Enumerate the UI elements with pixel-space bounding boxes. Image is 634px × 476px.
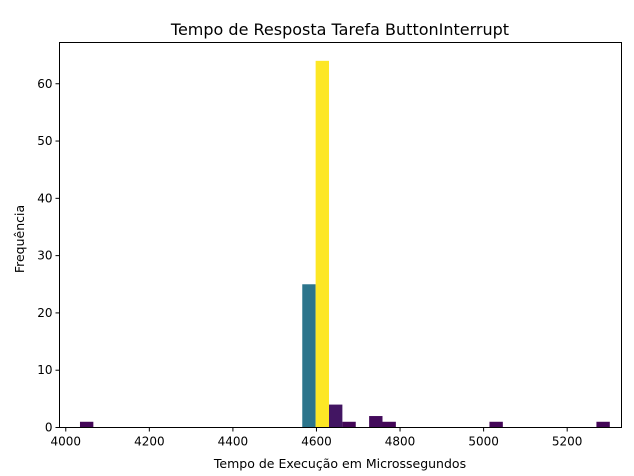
plot-area — [79, 60, 610, 428]
histogram-bar — [382, 421, 396, 428]
x-axis-label: Tempo de Execução em Microssegundos — [213, 456, 466, 471]
x-tick-label: 4400 — [218, 435, 249, 449]
y-tick-label: 20 — [37, 306, 52, 320]
histogram-bar — [342, 421, 356, 428]
histogram-bar — [369, 416, 383, 428]
x-tick-label: 4200 — [134, 435, 165, 449]
y-tick-label: 40 — [37, 191, 52, 205]
histogram-bar — [315, 60, 330, 428]
x-tick-label: 4600 — [301, 435, 332, 449]
x-tick-label: 5200 — [552, 435, 583, 449]
histogram-bar — [302, 284, 316, 428]
x-axis: 4000 4200 4400 4600 4800 5000 5200 — [50, 427, 583, 449]
histogram-bar — [596, 421, 610, 428]
x-tick-label: 4000 — [50, 435, 81, 449]
x-tick-label: 4800 — [385, 435, 416, 449]
y-tick-label: 30 — [37, 249, 52, 263]
y-tick-label: 50 — [37, 134, 52, 148]
histogram-bar — [489, 421, 503, 428]
x-tick-label: 5000 — [468, 435, 499, 449]
y-tick-label: 0 — [45, 421, 53, 435]
axes-frame — [59, 42, 622, 428]
y-tick-label: 60 — [37, 77, 52, 91]
y-axis: 0 10 20 30 40 50 60 — [37, 77, 60, 435]
histogram-bar — [329, 404, 343, 428]
y-axis-label: Frequência — [12, 205, 27, 273]
y-tick-label: 10 — [37, 363, 52, 377]
chart-title: Tempo de Resposta Tarefa ButtonInterrupt — [170, 20, 509, 39]
histogram-bar — [79, 421, 94, 428]
